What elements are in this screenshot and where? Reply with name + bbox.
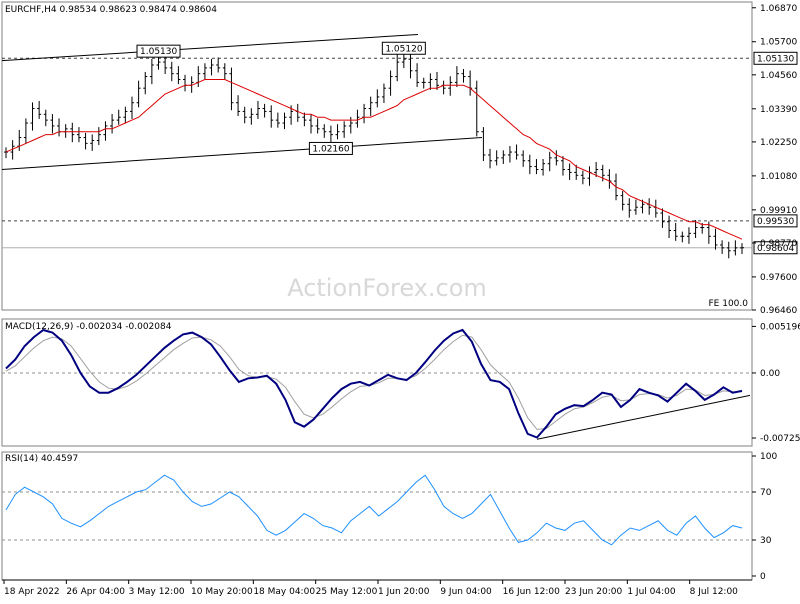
price-y-tick-label: 1.02250 — [760, 138, 797, 148]
x-axis-tick-label: 18 May 04:00 — [253, 587, 315, 597]
macd-trendline — [536, 394, 751, 440]
price-y-tick-label: 1.01080 — [760, 172, 797, 182]
macd-y-tick-label: 0.005196 — [760, 322, 800, 332]
macd-signal-line — [5, 334, 742, 430]
x-axis-tick-label: 23 Jun 20:00 — [565, 587, 622, 597]
x-axis-tick-label: 10 May 20:00 — [191, 587, 253, 597]
rsi-y-tick-label: 30 — [760, 536, 772, 546]
x-axis-tick-label: 25 May 12:00 — [316, 587, 378, 597]
price-annotation-label: 1.02160 — [312, 144, 349, 154]
channel-lower-line — [1, 137, 483, 170]
price-panel-title: EURCHF,H4 0.98534 0.98623 0.98474 0.9860… — [5, 5, 217, 15]
rsi-y-tick-label: 0 — [760, 572, 766, 582]
rsi-panel-title: RSI(14) 40.4597 — [5, 454, 78, 464]
price-y-tick-label: 1.06870 — [760, 4, 797, 14]
price-level-box — [753, 214, 798, 228]
x-axis-tick-label: 3 May 12:00 — [129, 587, 185, 597]
x-axis-tick-label: 1 Jun 20:00 — [378, 587, 430, 597]
macd-y-tick-label: 0.00 — [760, 369, 780, 379]
x-axis-tick-label: 18 Apr 2022 — [4, 587, 60, 597]
price-annotation-box — [136, 44, 181, 58]
macd-panel-title: MACD(12,26,9) -0.002034 -0.002084 — [5, 322, 172, 332]
rsi-y-tick-label: 70 — [760, 488, 772, 498]
rsi-y-tick-label: 100 — [760, 452, 777, 462]
price-y-tick-label: 0.96460 — [760, 306, 797, 316]
price-level-box — [753, 51, 798, 65]
price-moving-average-line — [5, 79, 743, 240]
price-y-tick-label: 0.99910 — [760, 206, 797, 216]
price-y-tick-label: 1.05700 — [760, 38, 797, 48]
price-annotation-box — [381, 41, 426, 55]
x-axis-tick-label: 1 Jul 04:00 — [627, 587, 676, 597]
price-level-label: 0.99530 — [757, 217, 794, 227]
price-y-tick-label: 1.04560 — [760, 71, 797, 81]
rsi-line — [5, 474, 743, 546]
x-axis-tick-label: 16 Jun 12:00 — [503, 587, 560, 597]
macd-panel: MACD(12,26,9) -0.002034 -0.002084 0.0051… — [1, 318, 800, 447]
price-level-label: 0.98604 — [757, 244, 794, 254]
x-axis: 18 Apr 2022 26 Apr 04:00 3 May 12:00 10 May… — [2, 579, 752, 597]
x-axis-tick-label: 9 Jun 04:00 — [440, 587, 492, 597]
price-watermark: ActionForex.com — [287, 274, 487, 302]
price-level-label: 1.05130 — [757, 54, 794, 64]
channel-upper-line — [1, 33, 419, 62]
rsi-panel: RSI(14) 40.4597 100 70 30 0 — [1, 451, 777, 582]
macd-y-tick-label: -0.007259 — [760, 434, 800, 444]
price-y-tick-label: 1.03390 — [760, 105, 797, 115]
price-y-tick-label: 0.98770 — [760, 239, 797, 249]
price-y-tick-label: 0.97600 — [760, 273, 797, 283]
macd-line — [5, 328, 743, 439]
x-axis-tick-label: 8 Jul 12:00 — [690, 587, 739, 597]
price-panel: ActionForex.com EURCHF,H4 0.98534 0.9862… — [1, 1, 798, 316]
price-level-box — [753, 241, 798, 255]
x-axis-tick-label: 26 Apr 04:00 — [66, 587, 125, 597]
price-fe-label: FE 100.0 — [709, 299, 749, 309]
price-annotation-label: 1.05130 — [140, 47, 177, 57]
price-annotation-label: 1.05120 — [385, 44, 422, 54]
price-annotation-box — [308, 141, 353, 155]
